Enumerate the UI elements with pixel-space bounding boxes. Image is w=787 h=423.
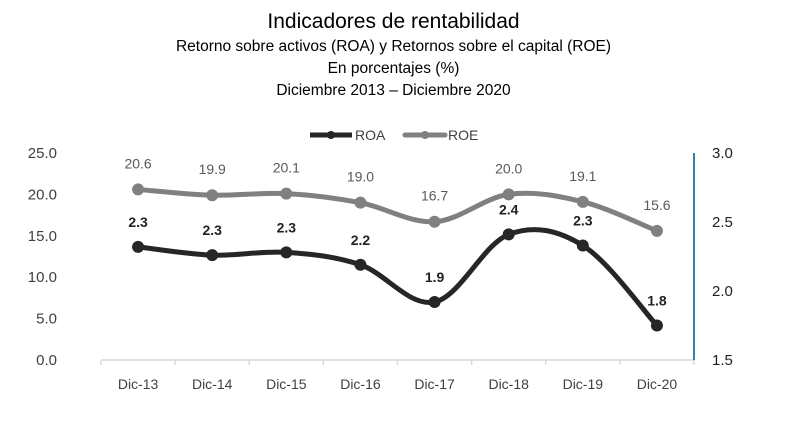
roe-data-point — [280, 187, 293, 200]
roa-data-label: 1.8 — [647, 293, 667, 309]
chart-subtitle-2: En porcentajes (%) — [327, 60, 460, 77]
roe-data-point — [206, 189, 219, 202]
roe-data-label: 19.9 — [199, 161, 226, 177]
roa-data-label: 2.4 — [499, 201, 519, 217]
y-right-tick-label: 1.5 — [712, 352, 733, 369]
roe-data-label: 20.6 — [124, 155, 151, 171]
roe-data-label: 19.1 — [569, 168, 596, 184]
roe-data-label: 16.7 — [421, 188, 448, 204]
y-right-tick-label: 2.0 — [712, 283, 733, 300]
legend-roa-label: ROA — [355, 127, 386, 143]
x-tick-label: Dic-16 — [340, 376, 381, 392]
roa-data-label: 2.3 — [573, 212, 593, 228]
roe-data-point — [576, 195, 589, 208]
roa-data-label: 2.3 — [277, 219, 297, 235]
roa-data-label: 2.3 — [202, 222, 222, 238]
roa-data-point — [206, 249, 219, 262]
roe-series-line — [135, 186, 660, 234]
roe-data-point — [354, 196, 367, 209]
y-left-tick-label: 5.0 — [36, 311, 57, 328]
roe-data-label: 15.6 — [643, 197, 670, 213]
x-tick-label: Dic-19 — [563, 376, 604, 392]
y-left-tick-label: 0.0 — [36, 352, 57, 369]
y-left-tick-label: 10.0 — [28, 269, 57, 286]
roe-data-label: 20.0 — [495, 160, 522, 176]
roa-data-point — [132, 240, 145, 253]
roe-data-point — [132, 183, 145, 196]
roa-data-point — [428, 296, 441, 309]
y-right-tick-label: 2.5 — [712, 214, 733, 231]
x-tick-label: Dic-20 — [637, 376, 678, 392]
chart-subtitle-3: Diciembre 2013 – Diciembre 2020 — [276, 82, 511, 99]
roa-data-point — [650, 319, 663, 332]
roe-data-label: 19.0 — [347, 169, 374, 185]
x-tick-label: Dic-17 — [414, 376, 455, 392]
legend-roa-swatch-marker — [327, 131, 335, 139]
roe-data-point — [428, 215, 441, 228]
x-tick-label: Dic-15 — [266, 376, 307, 392]
chart-titles: Indicadores de rentabilidad Retorno sobr… — [0, 8, 787, 102]
roe-data-point — [650, 224, 663, 237]
roa-data-point — [502, 228, 515, 241]
roa-data-point — [576, 239, 589, 252]
x-tick-label: Dic-13 — [118, 376, 159, 392]
roa-data-label: 2.3 — [128, 214, 148, 230]
y-left-tick-label: 20.0 — [28, 186, 57, 203]
legend-roe-label: ROE — [448, 127, 478, 143]
y-right-tick-label: 3.0 — [712, 145, 733, 162]
roa-data-point — [280, 246, 293, 259]
roa-data-point — [354, 258, 367, 271]
x-tick-label: Dic-14 — [192, 376, 233, 392]
legend-roe-swatch-marker — [421, 131, 429, 139]
x-tick-label: Dic-18 — [488, 376, 529, 392]
roe-data-label: 20.1 — [273, 160, 300, 176]
chart-subtitle-1: Retorno sobre activos (ROA) y Retornos s… — [175, 38, 612, 55]
y-left-tick-label: 15.0 — [28, 228, 57, 245]
chart-title: Indicadores de rentabilidad — [267, 10, 520, 33]
roa-data-label: 1.9 — [425, 269, 445, 285]
roa-data-label: 2.2 — [351, 232, 371, 248]
roe-data-point — [502, 188, 515, 201]
y-left-tick-label: 25.0 — [28, 145, 57, 162]
